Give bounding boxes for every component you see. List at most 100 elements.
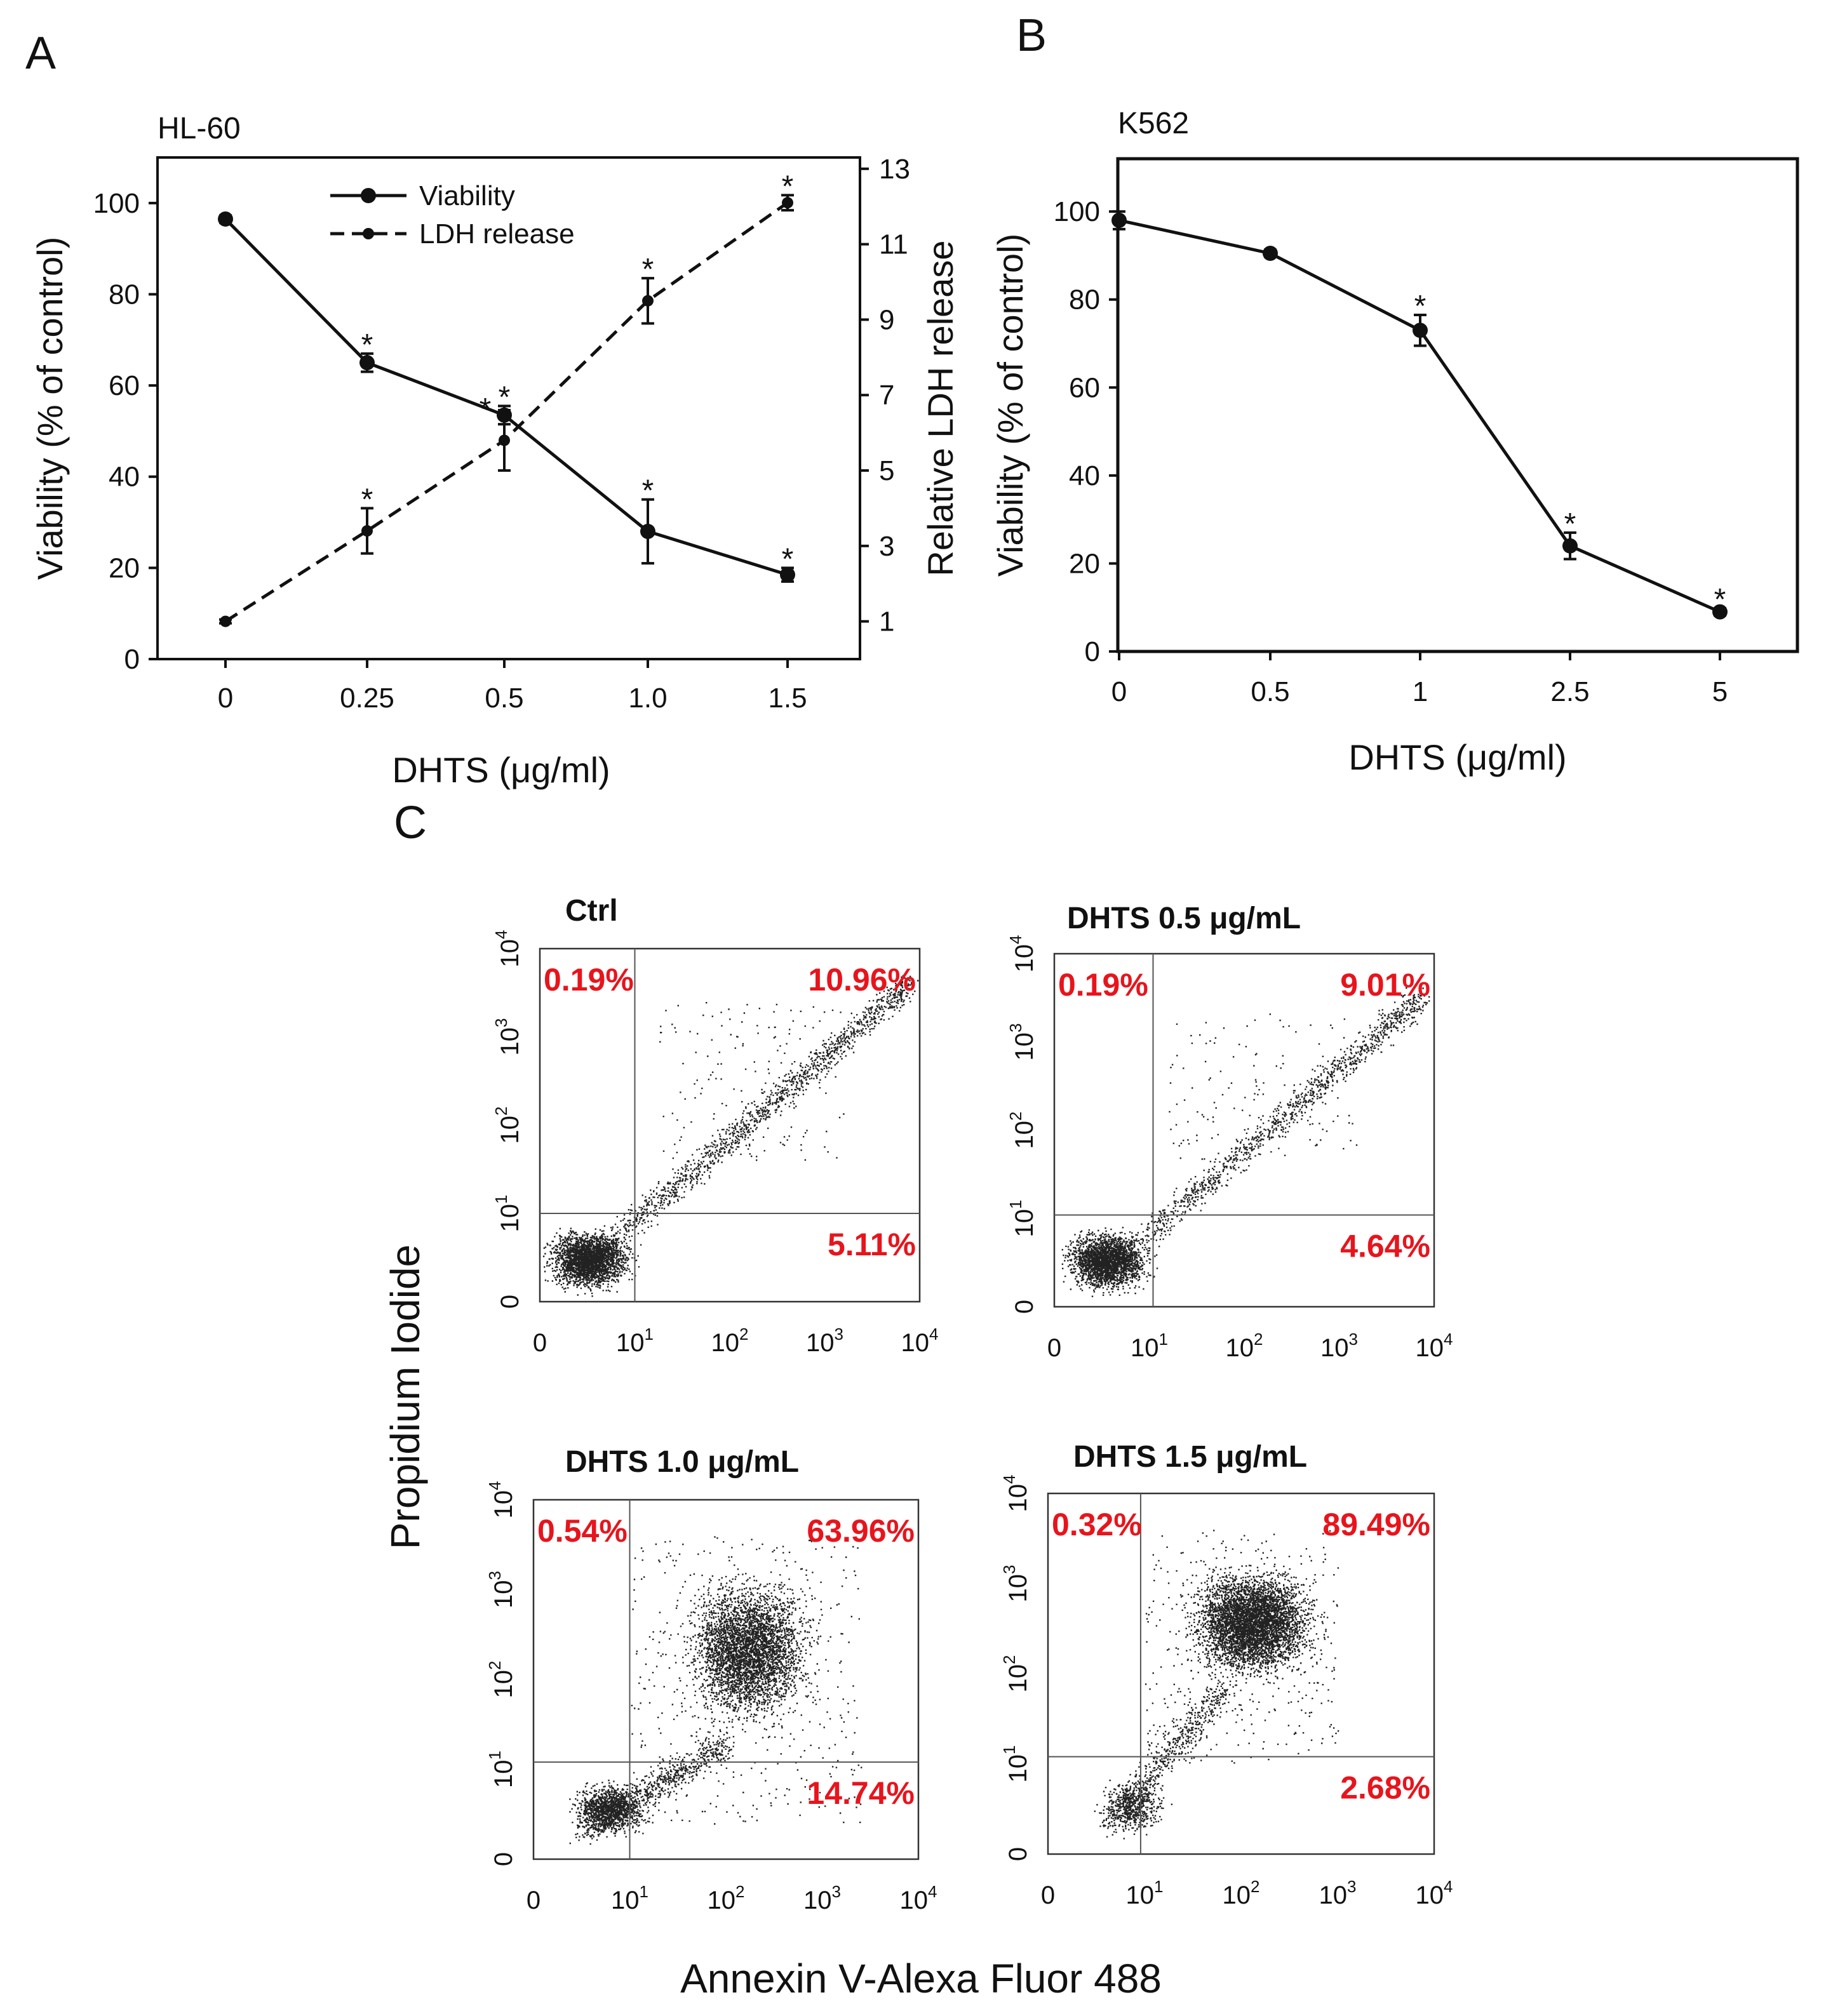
data-point: [642, 295, 654, 307]
significance-star: *: [480, 392, 492, 426]
y-tick-label: 0: [1085, 636, 1100, 667]
flow-y-tick-label: 103: [485, 1571, 518, 1608]
early-apoptotic-tail-dots: [569, 1732, 735, 1845]
flow-x-tick-label: 0: [533, 1329, 547, 1357]
flow-plot-frame: [539, 947, 921, 1303]
late-apoptotic-cluster-dots: [1177, 1563, 1326, 1690]
right-tick-label: 7: [879, 380, 894, 411]
right-tick-label: 11: [879, 229, 908, 260]
flow-tick-exponent: 3: [485, 1571, 504, 1580]
significance-star: *: [782, 170, 794, 203]
flow-y-tick-label: 104: [1000, 1475, 1032, 1512]
right-tick-label: 9: [879, 304, 894, 335]
flow-tick-exponent: 1: [1000, 1746, 1019, 1754]
quadrant-lower-right-pct: 2.68%: [1340, 1770, 1430, 1806]
y-tick-label: 100: [1054, 196, 1100, 227]
flow-plot-frame: [1053, 952, 1435, 1308]
panel-b-series: * * *: [1111, 210, 1728, 620]
live-population: [569, 1779, 656, 1841]
apoptotic-diagonal: [612, 975, 919, 1242]
flow-tick-exponent: 2: [1000, 1655, 1019, 1664]
panel-b-plot-frame: [1116, 157, 1799, 653]
flow-y-tick-label: 102: [1000, 1655, 1032, 1693]
data-point: [1263, 245, 1278, 261]
early-apoptotic-tail: [1094, 1679, 1235, 1838]
panel-letter-a: A: [25, 28, 56, 79]
y-tick-label: 60: [1069, 372, 1100, 403]
x-tick-label: 0: [1111, 676, 1127, 707]
late-apoptotic-cluster: [673, 1571, 822, 1738]
panel-letter-b: B: [1016, 10, 1047, 61]
data-point: [218, 211, 233, 227]
flow-tick-exponent: 2: [735, 1882, 744, 1901]
legend-viability-marker: [361, 188, 376, 203]
panel-b-x-axis: 0 0.5 1 2.5 5: [1111, 651, 1728, 707]
flow-y-tick-label: 0: [490, 1852, 518, 1866]
flow-x-tick-label: 104: [1416, 1877, 1453, 1909]
flow-tick-exponent: 4: [928, 1882, 937, 1901]
data-point: [780, 567, 795, 583]
data-point: [499, 434, 510, 446]
live-population: [542, 1222, 642, 1297]
panel-a-series: ********: [218, 170, 795, 627]
early-apoptotic-tail-dots: [1094, 1679, 1235, 1838]
flow-tick-exponent: 4: [485, 1481, 504, 1490]
flow-tick-exponent: 4: [1000, 1475, 1019, 1484]
flow-y-tick-label: 0: [1010, 1300, 1038, 1314]
flow-tick-exponent: 1: [1154, 1877, 1163, 1896]
left-tick-label: 20: [109, 552, 140, 584]
data-point: [782, 197, 793, 209]
y-tick-label: 40: [1069, 460, 1100, 491]
flow-tick-exponent: 4: [929, 1325, 938, 1344]
data-point: [1712, 604, 1728, 620]
panel-b-cell-line: K562: [1118, 107, 1189, 140]
flow-y-tick-label: 101: [492, 1195, 524, 1232]
flow-tick-exponent: 3: [832, 1882, 841, 1901]
flow-y-tick-label: 101: [485, 1751, 518, 1788]
flow-x-tick-label: 102: [711, 1325, 749, 1357]
flow-tick-exponent: 2: [492, 1107, 511, 1116]
flow-y-tick-label: 102: [1006, 1112, 1038, 1149]
panel-a-left-ylabel: Viability (% of control): [30, 237, 70, 580]
x-tick-label: 1: [1413, 676, 1428, 707]
flow-x-tick-label: 103: [803, 1882, 841, 1914]
data-point: [220, 615, 231, 627]
flow-x-tick-label: 0: [1047, 1334, 1061, 1362]
flow-x-tick-label: 103: [806, 1325, 843, 1357]
flow-x-tick-label: 104: [1416, 1330, 1453, 1362]
panel-a-xlabel: DHTS (μg/ml): [392, 750, 610, 790]
flow-tick-exponent: 4: [1444, 1330, 1453, 1349]
flow-x-tick-label: 102: [1223, 1877, 1260, 1909]
flow-plot-title: DHTS 1.0 μg/mL: [565, 1445, 799, 1479]
flow-x-tick-label: 103: [1319, 1877, 1357, 1909]
quadrant-upper-left-pct: 0.54%: [537, 1513, 628, 1549]
panel-a-x-axis: 0 0.25 0.5 1.0 1.5: [218, 659, 807, 714]
legend-viability-label: Viability: [419, 180, 515, 211]
left-tick-label: 80: [109, 279, 140, 310]
flow-y-tick-label: 0: [496, 1295, 524, 1309]
flow-tick-exponent: 2: [1006, 1112, 1025, 1121]
flow-tick-exponent: 1: [485, 1751, 504, 1759]
sparse-events: [659, 1002, 845, 1161]
legend-ldh-label: LDH release: [419, 218, 575, 250]
flow-y-tick-label: 101: [1006, 1200, 1038, 1238]
flow-tick-exponent: 2: [739, 1325, 748, 1344]
series-line-viability: [1118, 218, 1721, 613]
data-point: [1562, 538, 1578, 554]
flow-x-tick-label: 102: [1226, 1330, 1263, 1362]
significance-star: *: [1414, 290, 1427, 323]
panel-c-xlabel: Annexin V-Alexa Fluor 488: [680, 1956, 1162, 2001]
quadrant-upper-left-pct: 0.19%: [544, 962, 634, 998]
apoptotic-diagonal-dots: [1137, 987, 1430, 1243]
left-tick-label: 60: [109, 370, 140, 401]
left-tick-label: 40: [109, 462, 140, 493]
quadrant-lower-right-pct: 14.74%: [807, 1775, 915, 1811]
sparse-events: [1169, 1013, 1360, 1165]
flow-plot-frame: [1047, 1492, 1435, 1855]
flow-tick-exponent: 3: [1349, 1330, 1358, 1349]
apoptotic-diagonal: [1137, 987, 1430, 1243]
flow-y-tick-label: 102: [485, 1661, 518, 1699]
x-tick-label: 0.25: [340, 683, 394, 714]
